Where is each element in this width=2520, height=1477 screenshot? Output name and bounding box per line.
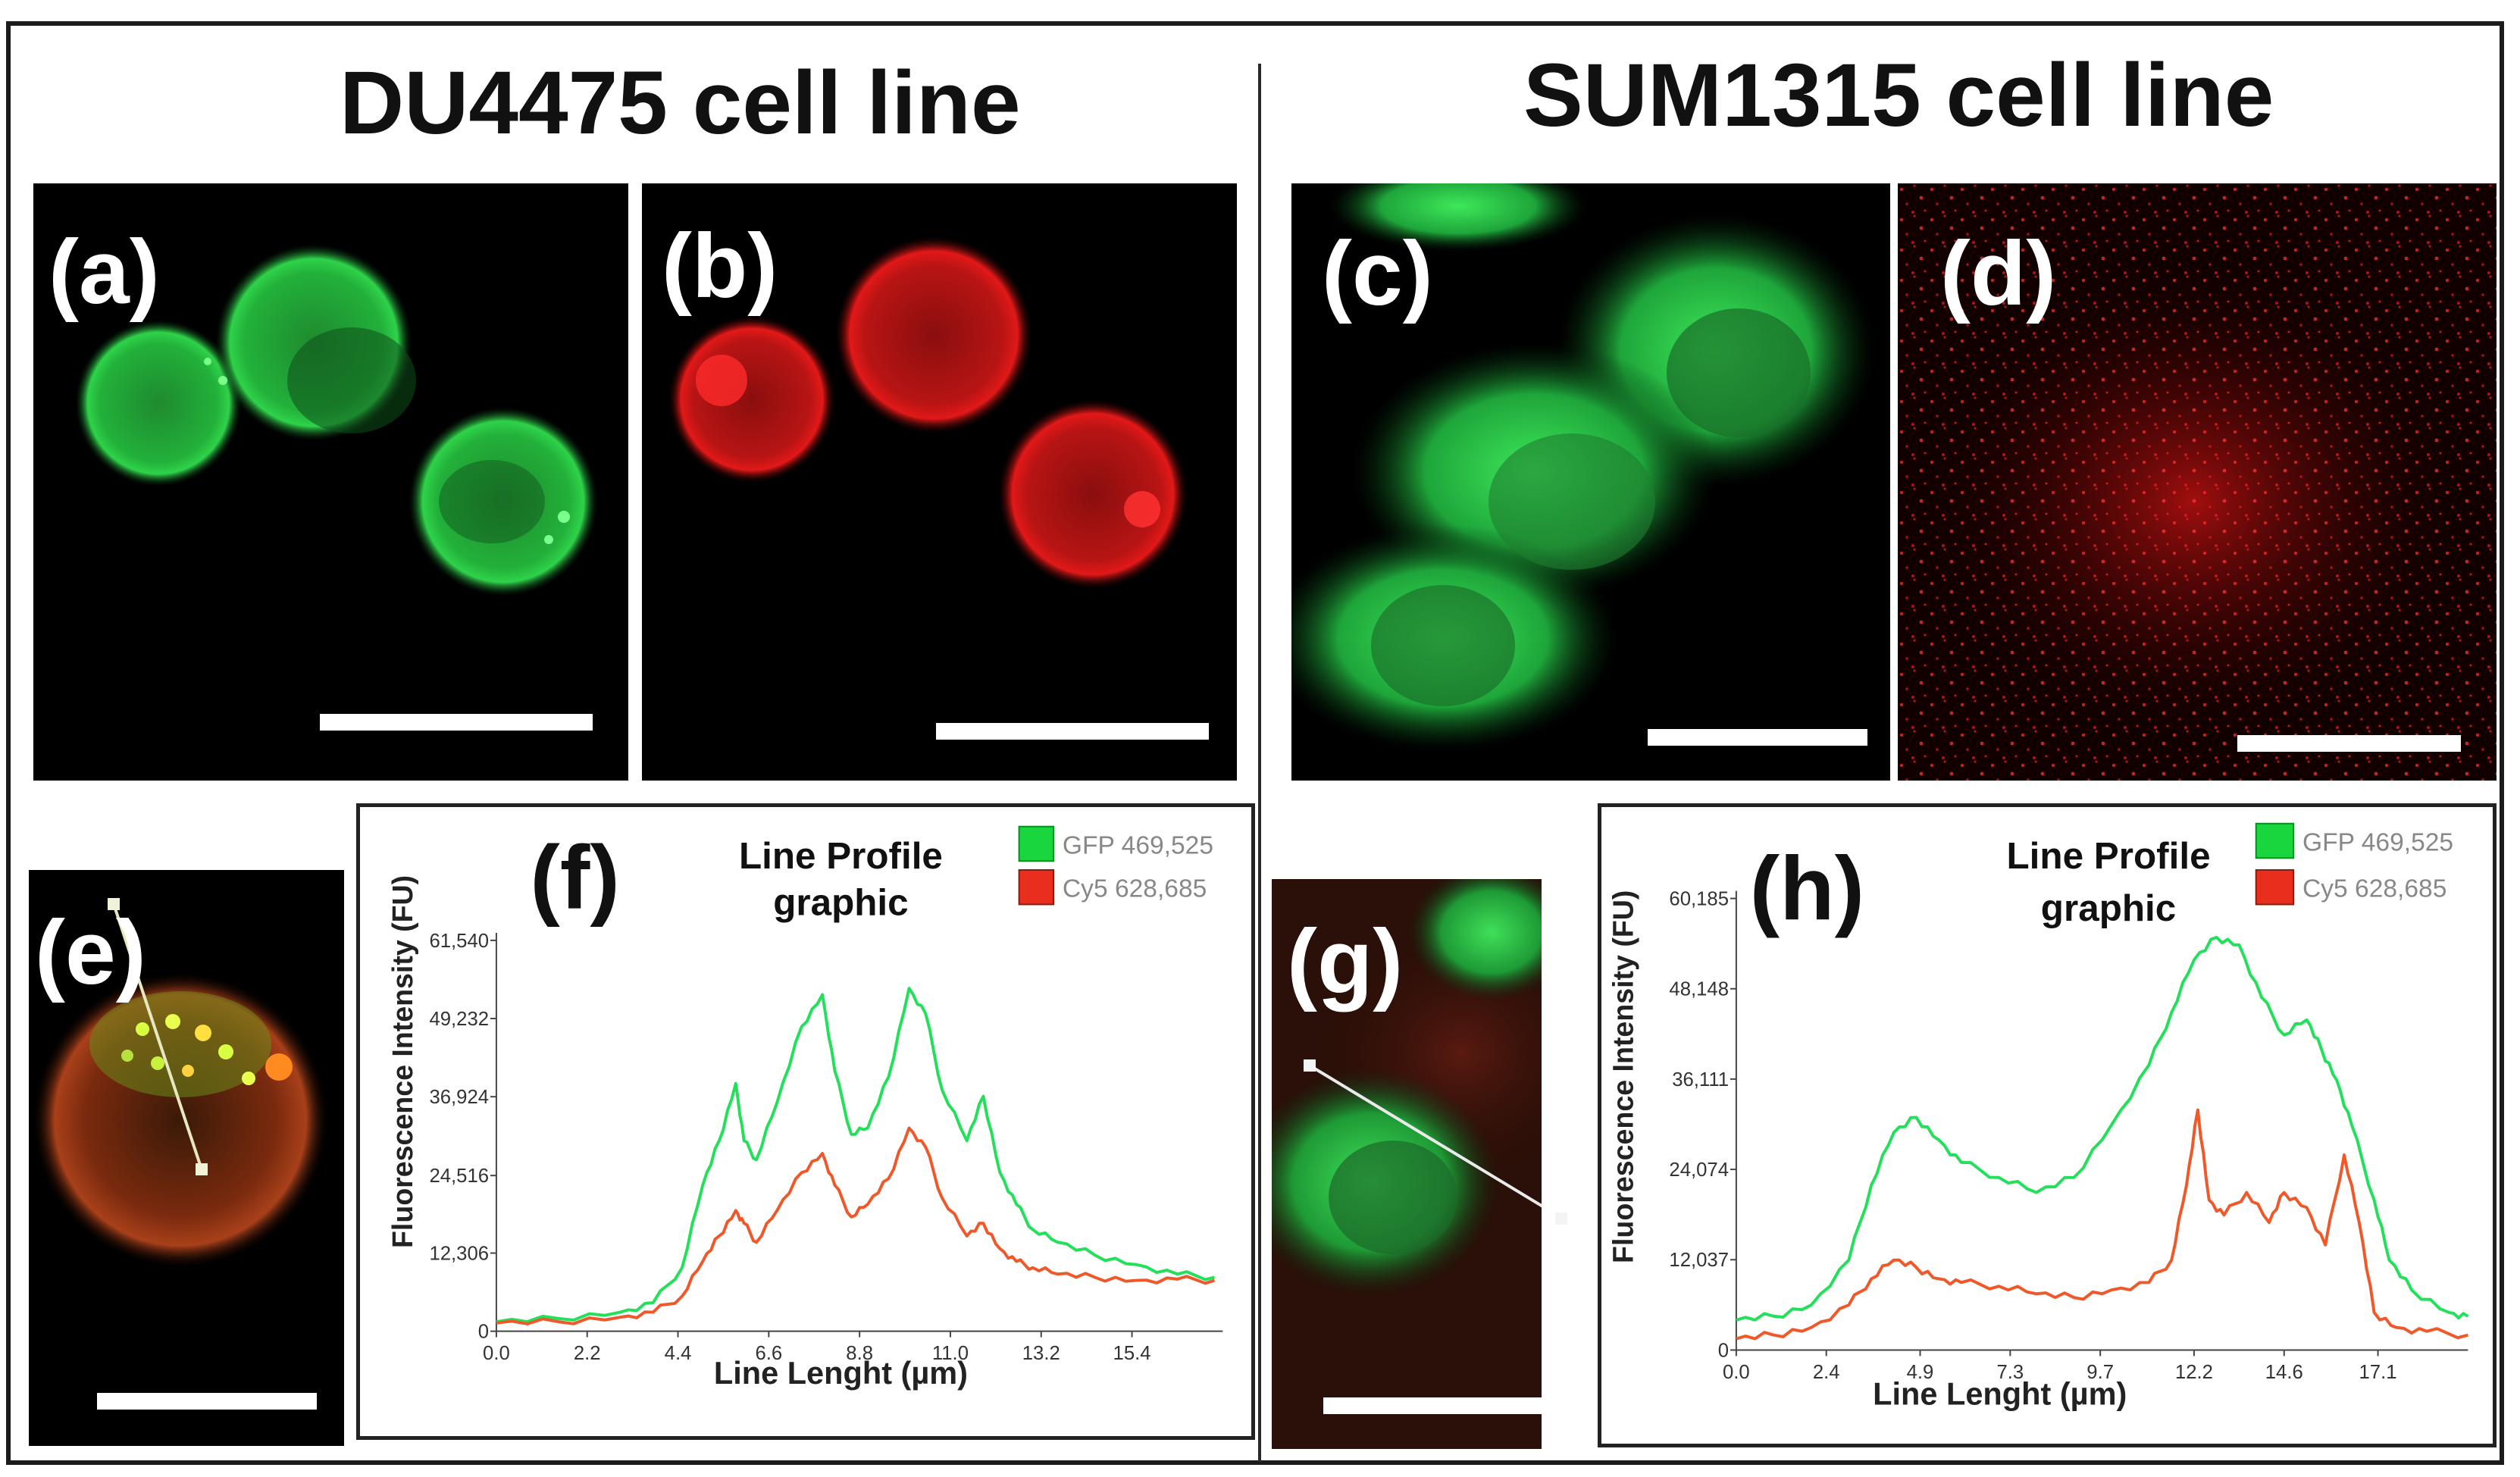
- chart-f-x-tick-label: 2.2: [574, 1343, 601, 1364]
- micrograph-b-image: [668, 236, 1188, 589]
- chart-f-legend-swatch-cy5: [1018, 869, 1055, 906]
- chart-f-y-tick-label: 12,306: [429, 1243, 489, 1264]
- chart-f-series-gfp: [496, 987, 1215, 1324]
- chart-f-x-tick-label: 6.6: [755, 1343, 782, 1364]
- chart-h-y-tick-label: 36,111: [1672, 1069, 1729, 1091]
- chart-f-y-tick-label: 49,232: [429, 1009, 489, 1030]
- chart-h-x-tick-label: 7.3: [1996, 1362, 2024, 1383]
- chart-h-title-line1: Line Profile: [2007, 835, 2211, 877]
- chart-h-ylabel: Fluorescence Intensity (FU): [1607, 890, 1639, 1263]
- scale-bar-c: [1648, 729, 1867, 746]
- chart-h-y-tick-label: 12,037: [1669, 1250, 1729, 1271]
- chart-f-x-tick-label: 0.0: [483, 1343, 510, 1364]
- panel-label-d: (d): [1940, 223, 2057, 324]
- scale-bar-g: [1323, 1397, 1542, 1414]
- micrograph-d: (d): [1898, 183, 2497, 781]
- panel-label-b: (b): [662, 215, 778, 317]
- panel-label-g: (g): [1287, 911, 1404, 1012]
- chart-f-title-line1: Line Profile: [739, 835, 943, 877]
- micrograph-a-image: [75, 244, 598, 596]
- chart-f-y-tick-label: 0: [478, 1322, 489, 1343]
- micrograph-e-image: [33, 898, 328, 1268]
- scale-bar-b: [936, 723, 1209, 740]
- chart-f: Fluorescence Intensity (FU) Line Lenght …: [356, 803, 1255, 1440]
- chart-h-x-tick-label: 0.0: [1723, 1362, 1750, 1383]
- chart-h-series-gfp: [1736, 935, 2469, 1322]
- chart-f-y-tick-label: 61,540: [429, 931, 489, 952]
- chart-f-x-tick-label: 15.4: [1113, 1343, 1151, 1364]
- chart-f-panel-label: (f): [530, 828, 619, 928]
- chart-h-legend-gfp: GFP 469,525: [2302, 828, 2453, 856]
- chart-f-x-tick-label: 8.8: [846, 1343, 873, 1364]
- chart-h-y-tick-label: 0: [1718, 1340, 1729, 1361]
- figure-frame: [6, 21, 2504, 1465]
- micrograph-c: (c): [1291, 183, 1890, 781]
- micrograph-a: (a): [33, 183, 628, 781]
- chart-h-xlabel: Line Lenght (µm): [1873, 1376, 2127, 1412]
- chart-h: Fluorescence Intensity (FU) Line Lenght …: [1598, 803, 2497, 1447]
- chart-h-y-tick-label: 60,185: [1669, 888, 1729, 909]
- chart-h-title-line2: graphic: [2041, 887, 2176, 929]
- chart-h-x-tick-label: 14.6: [2265, 1362, 2303, 1383]
- chart-f-svg: Fluorescence Intensity (FU) Line Lenght …: [387, 825, 1223, 1391]
- heading-du4475: DU4475 cell line: [340, 53, 1021, 153]
- chart-f-y-tick-label: 36,924: [429, 1087, 489, 1108]
- chart-f-xlabel: Line Lenght (µm): [714, 1355, 968, 1391]
- chart-h-svg: Fluorescence Intensity (FU) Line Lenght …: [1607, 822, 2469, 1412]
- chart-h-panel-label: (h): [1750, 839, 1864, 939]
- chart-f-x-tick-label: 4.4: [665, 1343, 692, 1364]
- chart-h-y-tick-label: 24,074: [1669, 1159, 1729, 1181]
- chart-h-y-tick-label: 48,148: [1669, 979, 1729, 1000]
- chart-f-series-cy5: [496, 1126, 1216, 1325]
- line-endpoint-g: [1555, 1213, 1567, 1225]
- chart-f-y-tick-label: 24,516: [429, 1166, 489, 1187]
- panel-label-e: (e): [35, 902, 146, 1003]
- scale-bar-e: [97, 1393, 317, 1410]
- scale-bar-d: [2237, 735, 2461, 752]
- micrograph-g-image: [1272, 879, 1542, 1449]
- chart-h-legend-swatch-cy5: [2255, 869, 2295, 906]
- chart-h-x-tick-label: 2.4: [1813, 1362, 1840, 1383]
- chart-f-x-tick-label: 11.0: [932, 1343, 969, 1364]
- micrograph-b: (b): [642, 183, 1237, 781]
- chart-f-legend-cy5: Cy5 628,685: [1063, 875, 1207, 903]
- panel-label-a: (a): [49, 221, 160, 323]
- micrograph-c-image: [1291, 183, 1875, 752]
- heading-sum1315: SUM1315 cell line: [1523, 45, 2274, 146]
- chart-f-title-line2: graphic: [773, 881, 908, 923]
- chart-h-legend-cy5: Cy5 628,685: [2302, 875, 2446, 903]
- column-divider: [1258, 64, 1261, 1462]
- chart-f-legend-gfp: GFP 469,525: [1063, 831, 1213, 859]
- chart-h-series-cy5: [1736, 1108, 2468, 1341]
- scale-bar-a: [320, 714, 593, 731]
- panel-label-c: (c): [1322, 223, 1433, 324]
- chart-h-x-tick-label: 12.2: [2175, 1362, 2213, 1383]
- chart-h-legend-swatch-gfp: [2255, 822, 2295, 859]
- micrograph-g: (g): [1272, 879, 1542, 1449]
- chart-f-x-tick-label: 13.2: [1022, 1343, 1060, 1364]
- chart-h-x-tick-label: 9.7: [2086, 1362, 2114, 1383]
- chart-f-ylabel: Fluorescence Intensity (FU): [387, 875, 418, 1248]
- micrograph-d-image: [1898, 183, 2497, 781]
- chart-f-legend-swatch-gfp: [1018, 825, 1055, 862]
- micrograph-e: (e): [29, 870, 344, 1446]
- chart-h-x-tick-label: 17.1: [2359, 1362, 2397, 1383]
- chart-h-x-tick-label: 4.9: [1907, 1362, 1934, 1383]
